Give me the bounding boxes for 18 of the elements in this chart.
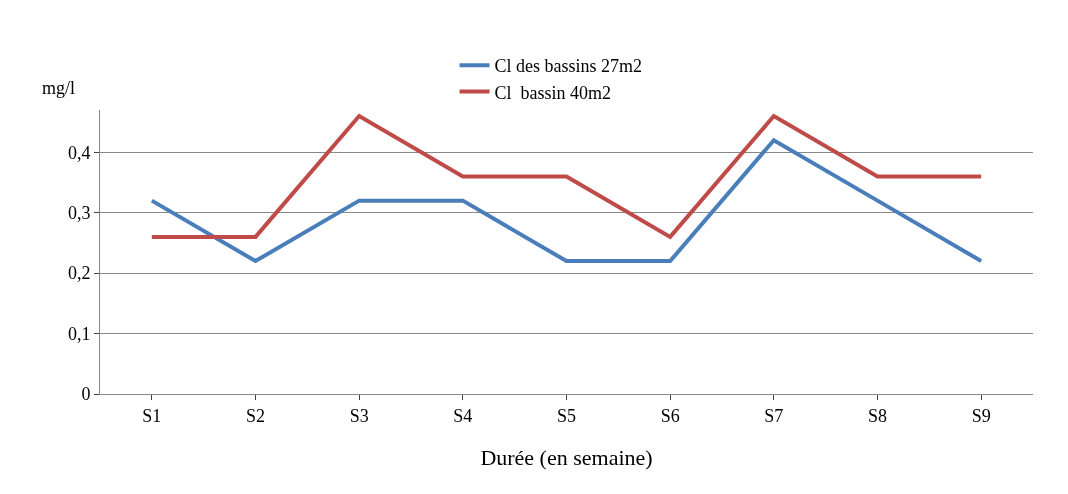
x-axis-title: Durée (en semaine) — [480, 445, 653, 471]
x-tick-label: S9 — [971, 405, 991, 426]
x-tick-label: S1 — [142, 405, 162, 426]
x-tick-label: S6 — [660, 405, 680, 426]
x-tick-label: S3 — [349, 405, 369, 426]
y-tick-label: 0,1 — [67, 323, 91, 344]
y-axis-title: mg/l — [42, 78, 76, 98]
x-tick-label: S8 — [867, 405, 888, 426]
x-tick-label: S7 — [764, 405, 784, 426]
y-tick-label: 0,2 — [67, 263, 91, 284]
y-tick-label: 0,3 — [67, 203, 91, 224]
x-tick-label: S5 — [556, 405, 577, 426]
y-tick-label: 0 — [81, 384, 91, 405]
x-tick-label: S2 — [245, 405, 266, 426]
x-tick-label: S4 — [453, 405, 473, 426]
y-tick-label: 0,4 — [67, 142, 91, 163]
legend-label: Cl des bassins 27m2 — [494, 56, 643, 77]
legend-label: Cl bassin 40m2 — [494, 82, 612, 103]
